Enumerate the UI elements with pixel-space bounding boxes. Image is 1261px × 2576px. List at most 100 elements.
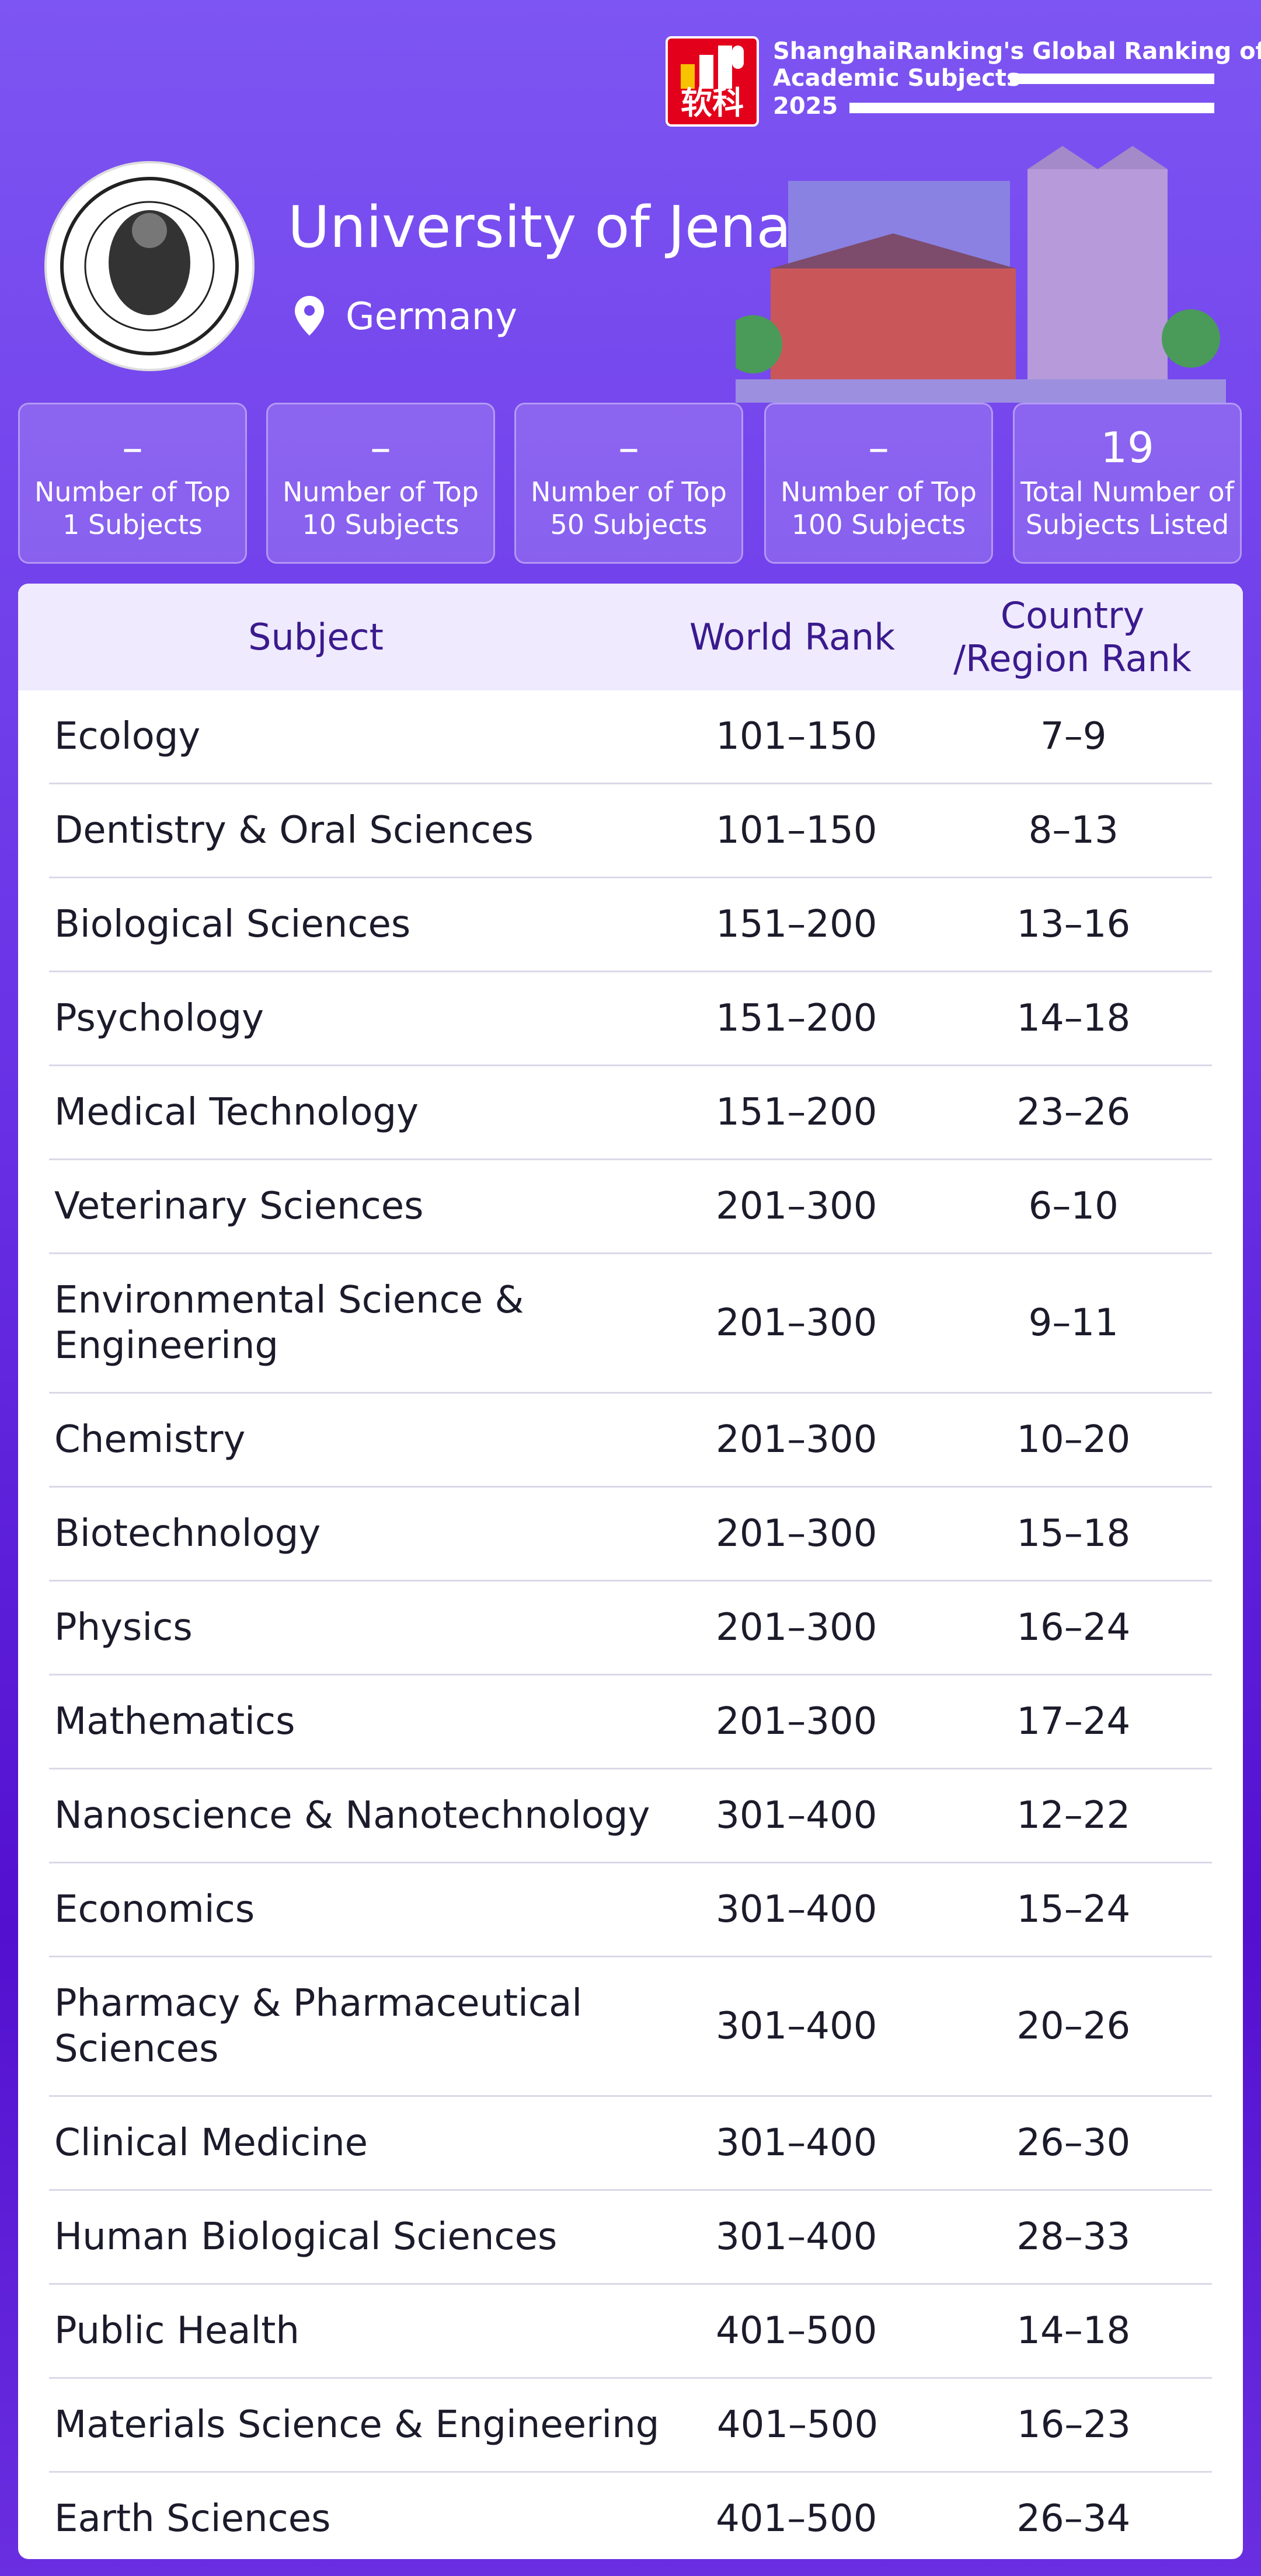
- university-country: Germany: [346, 295, 518, 338]
- country-rank: 14–18: [1016, 2309, 1131, 2352]
- location-pin: [295, 296, 324, 336]
- subject: Medical Technology: [54, 1091, 419, 1134]
- column-header: World Rank: [689, 615, 896, 658]
- brand-year: 2025: [773, 93, 838, 120]
- table-row: Biological Sciences 151–200 13–16: [49, 878, 1212, 972]
- table-row: Pharmacy & Pharmaceutical Sciences 301–40…: [49, 1957, 1212, 2097]
- world-rank: 401–500: [716, 2309, 877, 2352]
- country-rank: 16–23: [1016, 2403, 1131, 2446]
- ranking-table: Subject World Rank Country /Region Rank Ec…: [18, 584, 1243, 2559]
- subject: Pharmacy & Pharmaceutical Sciences: [54, 1982, 583, 2071]
- campus-illustration: [736, 146, 1226, 403]
- subject: Nanoscience & Nanotechnology: [54, 1794, 650, 1837]
- country-rank: 28–33: [1016, 2215, 1131, 2259]
- country-rank: 6–10: [1028, 1185, 1119, 1228]
- world-rank: 401–500: [716, 2403, 879, 2446]
- stat-label: Total Number of Subjects Listed: [1020, 476, 1234, 540]
- stat-value: –: [618, 423, 639, 472]
- stat-label: Number of Top 50 Subjects: [531, 476, 727, 540]
- country-rank: 13–16: [1016, 903, 1131, 946]
- subject: Mathematics: [54, 1700, 295, 1743]
- subject: Ecology: [54, 715, 201, 758]
- country-rank: 26–34: [1016, 2497, 1131, 2540]
- world-rank: 201–300: [716, 1700, 877, 1743]
- table-row: Ecology 101–150 7–9: [49, 690, 1212, 784]
- table-body: Ecology 101–150 7–9 Dentistry & Oral Scienc…: [18, 690, 1243, 2559]
- world-rank: 201–300: [716, 1606, 877, 1649]
- column-header: Country /Region Rank: [953, 594, 1192, 680]
- country-rank: 20–26: [1016, 2005, 1131, 2048]
- country-rank: 26–30: [1016, 2121, 1131, 2165]
- university-seal: [44, 161, 255, 371]
- world-rank: 151–200: [716, 1091, 877, 1134]
- table-row: Earth Sciences 401–500 26–34: [49, 2473, 1212, 2559]
- world-rank: 101–150: [716, 809, 877, 852]
- world-rank: 301–400: [716, 1794, 877, 1837]
- world-rank: 201–300: [716, 1512, 877, 1555]
- table-row: Economics 301–400 15–24: [49, 1863, 1212, 1957]
- stat-label: Number of Top 100 Subjects: [781, 476, 977, 540]
- table-row: Materials Science & Engineering 401–500 16…: [49, 2379, 1212, 2473]
- table-row: Biotechnology 201–300 15–18: [49, 1488, 1212, 1582]
- table-row: Human Biological Sciences 301–400 28–33: [49, 2191, 1212, 2285]
- brand-line: Academic Subjects: [773, 65, 1020, 92]
- country-rank: 14–18: [1016, 997, 1131, 1040]
- subject: Veterinary Sciences: [54, 1185, 424, 1228]
- country-rank: 10–20: [1016, 1418, 1131, 1461]
- table-row: Mathematics 201–300 17–24: [49, 1676, 1212, 1769]
- table-row: Environmental Science & Engineering 201–3…: [49, 1254, 1212, 1394]
- world-rank: 301–400: [716, 2215, 877, 2259]
- table-row: Dentistry & Oral Sciences 101–150 8–13: [49, 784, 1212, 878]
- world-rank: 101–150: [716, 715, 877, 758]
- stat-value: –: [868, 423, 889, 472]
- world-rank: 301–400: [716, 2121, 877, 2165]
- world-rank: 201–300: [716, 1418, 877, 1461]
- subject: Public Health: [54, 2309, 299, 2352]
- country-rank: 8–13: [1028, 809, 1119, 852]
- table-row: Clinical Medicine 301–400 26–30: [49, 2097, 1212, 2191]
- subject: Clinical Medicine: [54, 2121, 368, 2165]
- country-rank: 12–22: [1016, 1794, 1131, 1837]
- stat-card: 19 Total Number of Subjects Listed: [1013, 403, 1242, 564]
- subject: Human Biological Sciences: [54, 2215, 558, 2259]
- stat-value: –: [122, 423, 143, 472]
- table-row: Physics 201–300 16–24: [49, 1582, 1212, 1676]
- country-rank: 15–18: [1016, 1512, 1131, 1555]
- country-rank: 17–24: [1016, 1700, 1131, 1743]
- table-row: Veterinary Sciences 201–300 6–10: [49, 1160, 1212, 1254]
- brand-bar: [849, 103, 1214, 113]
- brand-bar: [1010, 74, 1214, 84]
- stat-label: Number of Top 1 Subjects: [34, 476, 231, 540]
- subject: Biological Sciences: [54, 903, 411, 946]
- table-row: Psychology 151–200 14–18: [49, 972, 1212, 1066]
- subject: Physics: [54, 1606, 193, 1649]
- subject: Dentistry & Oral Sciences: [54, 809, 534, 852]
- subject: Biotechnology: [54, 1512, 321, 1555]
- world-rank: 401–500: [716, 2497, 877, 2540]
- logo: 软科: [666, 36, 759, 127]
- stat-card: – Number of Top 100 Subjects: [764, 403, 993, 564]
- logo-bars: [681, 46, 744, 89]
- world-rank: 151–200: [716, 997, 877, 1040]
- stat-label: Number of Top 10 Subjects: [283, 476, 479, 540]
- country-rank: 16–24: [1016, 1606, 1131, 1649]
- country-rank: 7–9: [1040, 715, 1107, 758]
- world-rank: 151–200: [716, 903, 877, 946]
- stat-value: 19: [1100, 423, 1154, 472]
- column-header: Subject: [248, 615, 384, 658]
- world-rank: 201–300: [716, 1301, 877, 1345]
- subject: Economics: [54, 1888, 255, 1931]
- brand-line: ShanghaiRanking's Global Ranking of: [773, 38, 1261, 65]
- country-rank: 15–24: [1016, 1888, 1131, 1931]
- stat-value: –: [370, 423, 391, 472]
- subject: Environmental Science & Engineering: [54, 1279, 524, 1367]
- table-header: Subject World Rank Country /Region Rank: [18, 584, 1243, 690]
- stat-card: – Number of Top 10 Subjects: [266, 403, 495, 564]
- logo-text: 软科: [681, 85, 744, 121]
- world-rank: 301–400: [716, 1888, 877, 1931]
- stat-card: – Number of Top 50 Subjects: [514, 403, 743, 564]
- table-row: Nanoscience & Nanotechnology 301–400 12–22: [49, 1769, 1212, 1863]
- subject: Materials Science & Engineering: [54, 2403, 660, 2446]
- table-row: Chemistry 201–300 10–20: [49, 1394, 1212, 1488]
